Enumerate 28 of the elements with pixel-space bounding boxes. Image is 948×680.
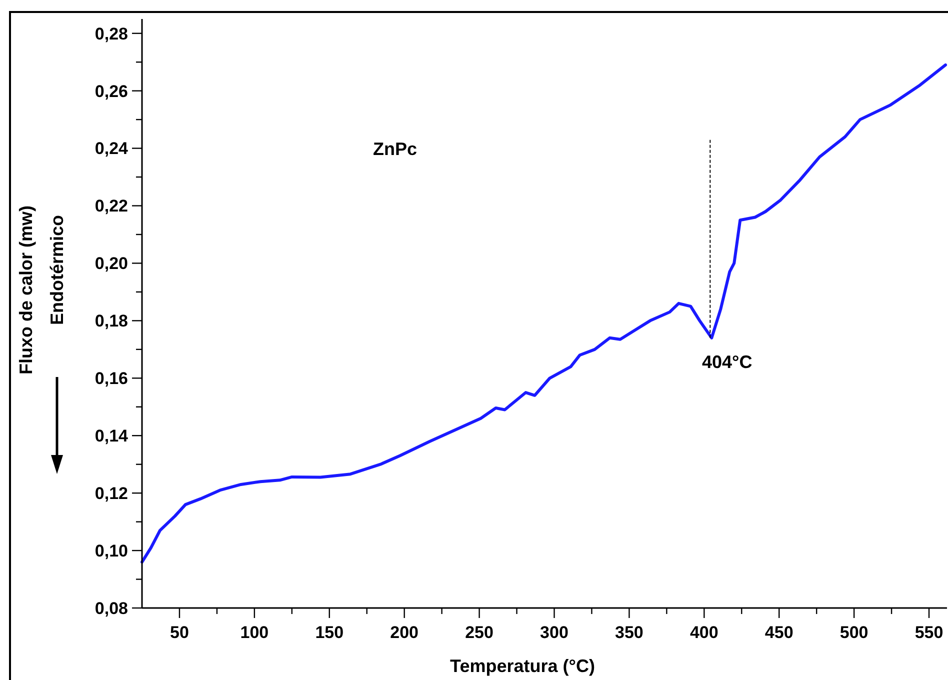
x-axis-title: Temperatura (°C) xyxy=(450,656,595,676)
y-tick-label: 0,08 xyxy=(94,598,128,618)
y-tick-label: 0,18 xyxy=(94,312,128,331)
y-tick-label: 0,28 xyxy=(94,24,128,44)
y-tick-label: 0,24 xyxy=(94,139,129,158)
y-axis-title: Fluxo de calor (mw) xyxy=(16,205,36,375)
x-tick-label: 550 xyxy=(914,623,944,642)
x-tick-label: 450 xyxy=(764,623,794,642)
x-tick-label: 400 xyxy=(690,623,718,642)
x-tick-label: 50 xyxy=(170,623,189,642)
x-tick-label: 150 xyxy=(315,623,344,642)
x-tick-label: 200 xyxy=(390,623,419,642)
x-tick-label: 250 xyxy=(465,623,494,642)
y-tick-label: 0,20 xyxy=(94,254,128,274)
y-tick-label: 0,14 xyxy=(94,426,129,446)
x-tick-label: 500 xyxy=(840,623,868,642)
annotation: 404°C xyxy=(702,352,752,372)
y-tick-label: 0,16 xyxy=(94,369,128,388)
y-tick-label: 0,10 xyxy=(94,541,128,560)
y-tick-label: 0,12 xyxy=(94,484,128,504)
text: Endotérmico xyxy=(47,214,67,326)
y-tick-label: 0,22 xyxy=(94,196,128,216)
x-tick-label: 350 xyxy=(615,623,644,642)
x-tick-label: 300 xyxy=(540,623,568,642)
line-series xyxy=(140,63,947,564)
x-tick-label: 100 xyxy=(240,623,269,642)
annotation: ZnPc xyxy=(372,139,418,159)
y-tick-label: 0,26 xyxy=(94,82,128,101)
